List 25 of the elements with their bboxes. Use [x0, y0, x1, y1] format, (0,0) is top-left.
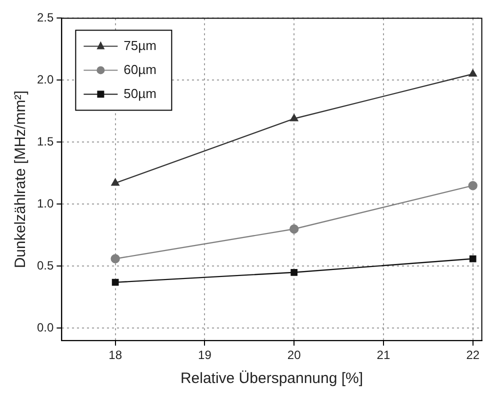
y-tick-label: 1.5 [36, 134, 54, 149]
x-tick-label: 19 [198, 348, 212, 362]
y-tick-label: 0.0 [36, 320, 54, 335]
x-tick-label: 22 [466, 348, 480, 362]
point [290, 268, 298, 276]
point [469, 255, 476, 262]
point [289, 224, 299, 234]
y-tick-label: 2.5 [36, 10, 54, 25]
y-tick-label: 0.5 [36, 258, 54, 273]
x-tick-label: 21 [376, 348, 390, 362]
x-tick-label: 18 [108, 348, 122, 362]
point [468, 181, 478, 190]
point [111, 178, 120, 186]
point [110, 254, 120, 264]
y-tick-label: 2.0 [36, 72, 54, 87]
legend-label: 75µm [124, 38, 156, 53]
point [468, 69, 477, 77]
point [112, 278, 119, 286]
point [290, 114, 298, 122]
legend-label: 60µm [124, 62, 156, 77]
x-axis-title: Relative Überspannung [%] [180, 370, 364, 388]
y-tick-label: 1.0 [36, 196, 54, 211]
legend-label: 50µm [124, 86, 156, 101]
y-axis-title: Dunkelzählrate [MHz/mm²] [12, 90, 30, 268]
x-tick-label: 20 [287, 348, 302, 362]
